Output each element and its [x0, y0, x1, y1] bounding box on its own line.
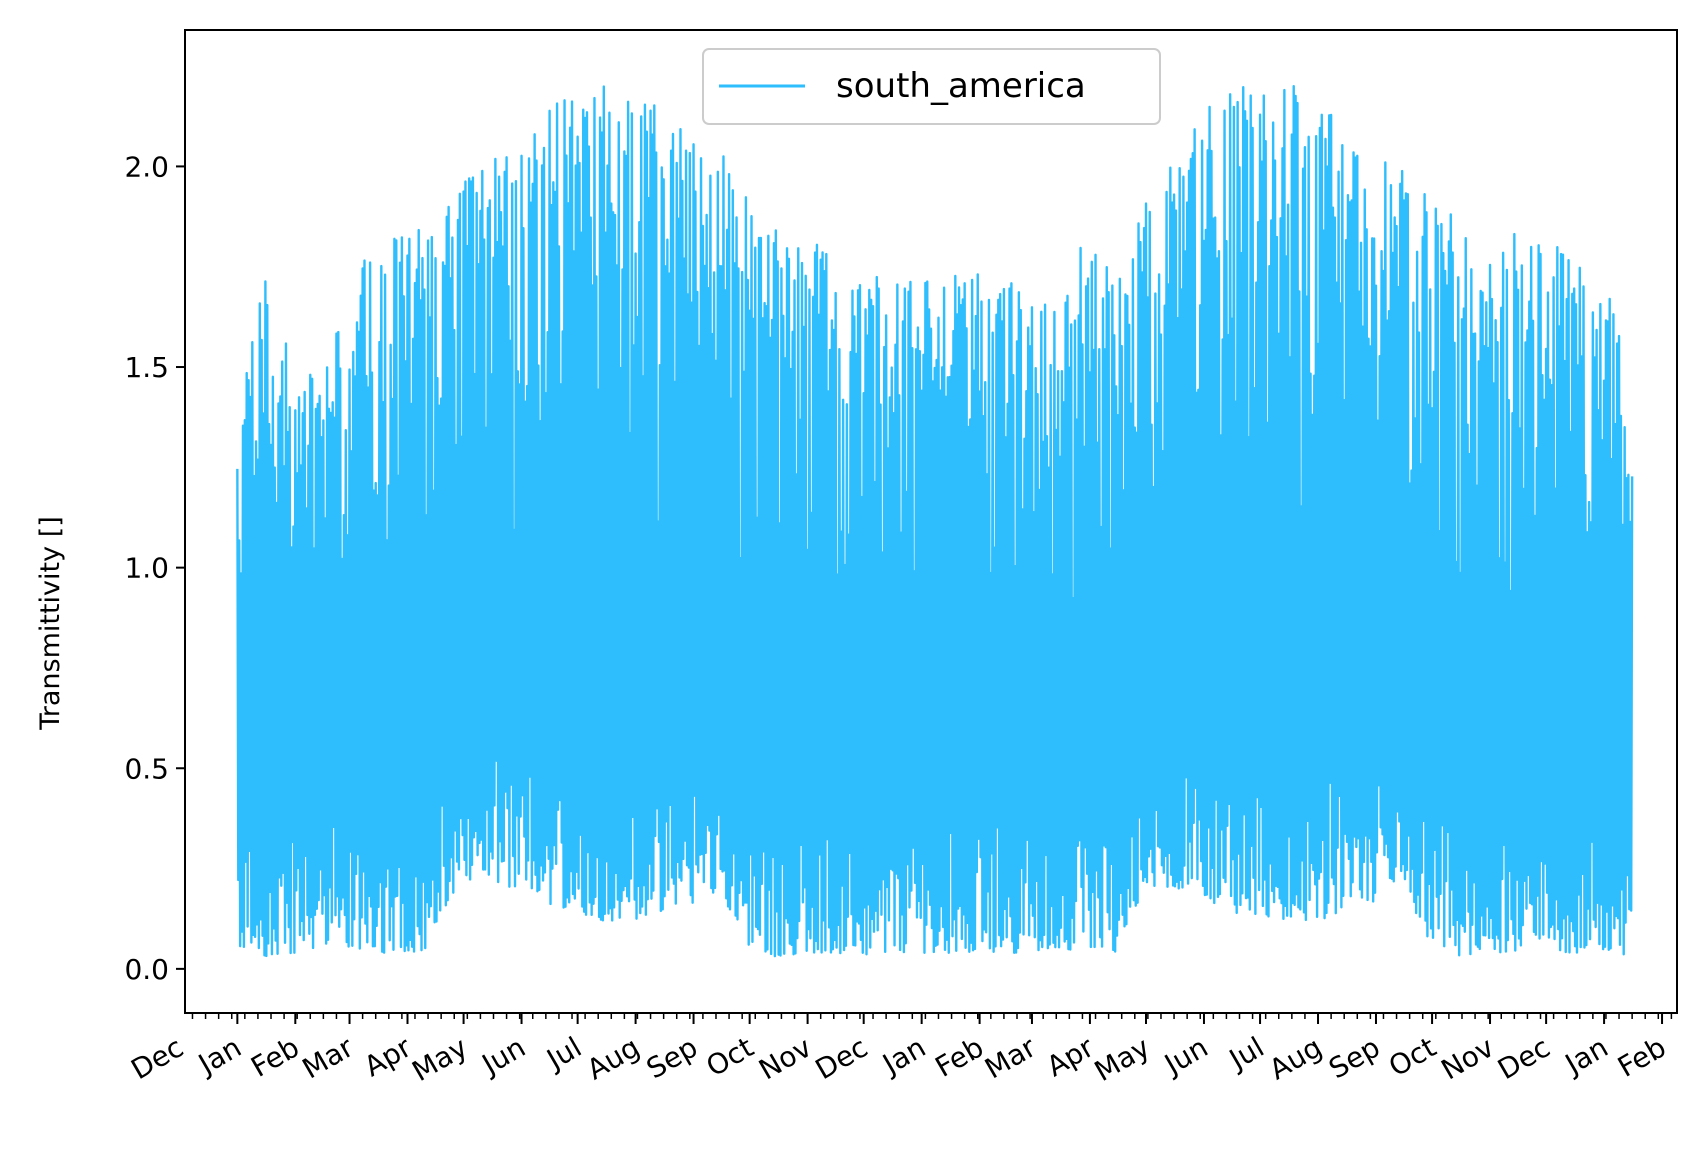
legend-frame: [702, 48, 1161, 125]
plot-frame: [184, 29, 1678, 1014]
y-tick-label: 0.5: [124, 752, 169, 785]
y-tick-label: 0.0: [124, 953, 169, 986]
y-tick-label: 1.5: [124, 351, 169, 384]
y-tick-label: 1.0: [124, 552, 169, 585]
y-axis-label: Transmittivity []: [35, 516, 66, 731]
y-tick-label: 2.0: [124, 150, 169, 183]
series-line-south-america: [236, 85, 1634, 958]
y-axis: 0.0 0.5 1.0 1.5 2.0: [124, 150, 185, 986]
legend: south_america: [702, 48, 1161, 125]
series-layer: [236, 85, 1634, 958]
legend-label-south-america: south_america: [836, 66, 1086, 106]
